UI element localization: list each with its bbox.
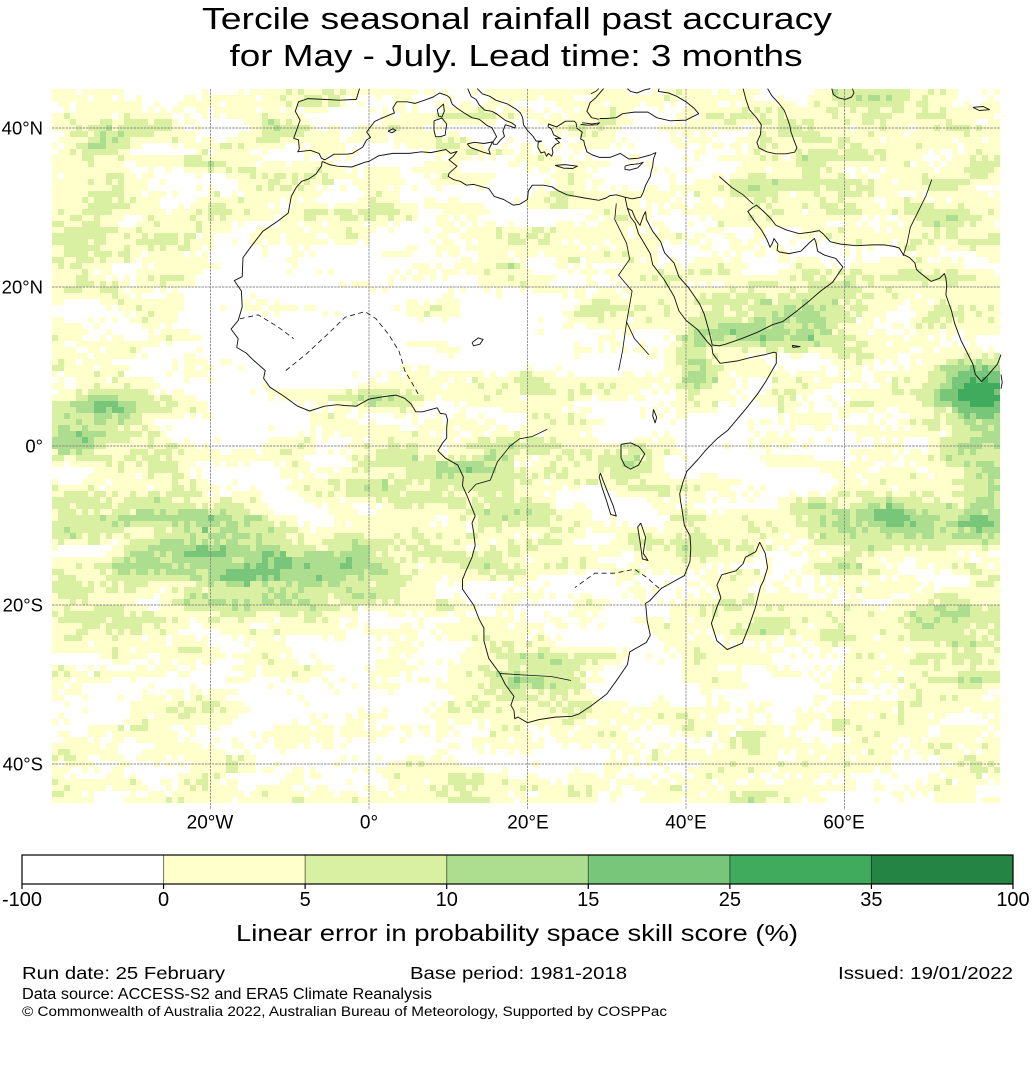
svg-text:Tercile seasonal rainfall past: Tercile seasonal rainfall past accuracy [202,2,833,36]
svg-text:for May - July. Lead time: 3 m: for May - July. Lead time: 3 months [230,39,803,73]
svg-text:5: 5 [300,889,311,911]
svg-text:40°N: 40°N [2,118,43,139]
svg-text:0°: 0° [25,436,43,457]
svg-text:25: 25 [719,889,741,911]
svg-text:Data source: ACCESS-S2 and ERA: Data source: ACCESS-S2 and ERA5 Climate … [22,986,432,1003]
svg-text:0: 0 [158,889,169,911]
svg-text:Linear error in probability sp: Linear error in probability space skill … [236,920,798,946]
svg-text:Issued: 19/01/2022: Issued: 19/01/2022 [838,963,1013,983]
svg-text:40°S: 40°S [3,754,43,775]
svg-text:10: 10 [436,889,458,911]
svg-text:20°N: 20°N [2,277,43,298]
svg-text:35: 35 [860,889,882,911]
svg-text:20°E: 20°E [507,813,548,834]
svg-text:© Commonwealth of Australia 20: © Commonwealth of Australia 2022, Austra… [22,1004,667,1019]
svg-text:Base period: 1981-2018: Base period: 1981-2018 [410,963,627,983]
svg-text:40°E: 40°E [665,813,706,834]
svg-text:60°E: 60°E [823,813,864,834]
svg-text:100: 100 [996,889,1029,911]
svg-text:20°W: 20°W [187,813,234,834]
svg-text:0°: 0° [360,813,378,834]
svg-text:Run date: 25 February: Run date: 25 February [22,963,225,983]
svg-text:-100: -100 [2,889,42,911]
svg-text:20°S: 20°S [3,595,43,616]
svg-text:15: 15 [577,889,599,911]
